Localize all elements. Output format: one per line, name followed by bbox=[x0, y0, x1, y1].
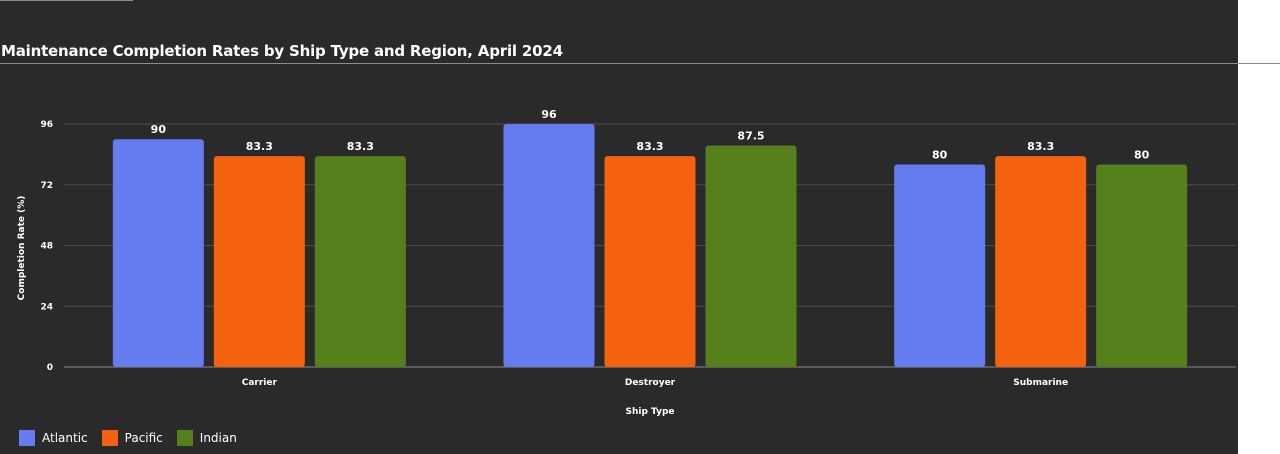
bar bbox=[604, 156, 696, 367]
data-label: 87.5 bbox=[737, 130, 764, 143]
legend-swatch bbox=[19, 430, 35, 446]
data-label: 90 bbox=[151, 123, 167, 136]
data-label: 80 bbox=[932, 149, 948, 162]
legend-label: Atlantic bbox=[42, 431, 88, 445]
x-axis-ticks: Carrier Destroyer Submarine bbox=[242, 378, 1068, 388]
data-label: 83.3 bbox=[1027, 140, 1054, 153]
chart-title: Maintenance Completion Rates by Ship Typ… bbox=[1, 42, 563, 60]
x-axis-title: Ship Type bbox=[625, 407, 674, 417]
legend-item[interactable]: Indian bbox=[176, 430, 237, 446]
data-labels: 90 83.3 83.3 96 83.3 87.5 80 83.3 80 bbox=[151, 108, 1150, 162]
bar bbox=[995, 156, 1087, 367]
legend-label: Pacific bbox=[124, 431, 163, 445]
bar bbox=[503, 124, 595, 367]
legend-item[interactable]: Pacific bbox=[101, 430, 163, 446]
bars bbox=[112, 124, 1188, 367]
y-tick-label: 0 bbox=[47, 363, 53, 373]
x-tick-label: Carrier bbox=[242, 378, 278, 388]
y-axis-ticks: 0 24 48 72 96 bbox=[40, 120, 53, 373]
y-tick-label: 24 bbox=[40, 302, 53, 312]
bar bbox=[705, 145, 797, 367]
data-label: 83.3 bbox=[636, 140, 663, 153]
data-label: 83.3 bbox=[246, 140, 273, 153]
legend-swatch bbox=[101, 430, 118, 446]
legend-label: Indian bbox=[199, 431, 237, 445]
y-tick-label: 72 bbox=[40, 181, 53, 191]
top-tab-indicator bbox=[0, 0, 133, 1]
bar bbox=[894, 164, 986, 367]
legend: Atlantic Pacific Indian bbox=[19, 430, 237, 446]
y-tick-label: 48 bbox=[40, 242, 53, 252]
bar bbox=[314, 156, 406, 367]
legend-item[interactable]: Atlantic bbox=[19, 430, 88, 446]
title-divider bbox=[0, 63, 1280, 64]
bar bbox=[112, 139, 204, 367]
x-tick-label: Submarine bbox=[1013, 378, 1068, 388]
bar-chart: 0 24 48 72 96 90 83.3 83.3 96 83.3 87.5 80 83.3 80 C… bbox=[17, 108, 1236, 417]
y-axis-title: Completion Rate (%) bbox=[17, 196, 27, 301]
data-label: 80 bbox=[1134, 149, 1150, 162]
data-label: 96 bbox=[541, 108, 557, 121]
data-label: 83.3 bbox=[347, 140, 374, 153]
x-tick-label: Destroyer bbox=[625, 378, 676, 388]
bar bbox=[1096, 164, 1188, 367]
y-tick-label: 96 bbox=[40, 120, 53, 130]
bar bbox=[213, 156, 305, 367]
legend-swatch bbox=[176, 430, 193, 446]
